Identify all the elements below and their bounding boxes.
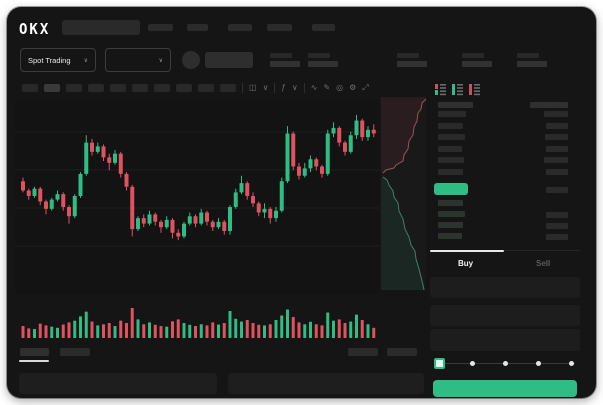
orderbook-header-price[interactable] — [438, 102, 473, 108]
buy-button[interactable] — [433, 380, 577, 397]
ask-row-amount[interactable] — [546, 169, 568, 175]
buy-tab-indicator — [430, 250, 504, 252]
ticker-stat — [308, 53, 338, 67]
tab-sell[interactable]: Sell — [536, 259, 551, 268]
timeframe-button[interactable] — [198, 84, 214, 92]
ask-row-price[interactable] — [438, 122, 463, 129]
buy-sell-tabs: Buy Sell — [430, 250, 580, 277]
bid-row-price[interactable] — [438, 211, 465, 217]
chevron-down-icon: ∨ — [83, 57, 88, 64]
candlestick-chart[interactable] — [15, 100, 379, 294]
price-field[interactable] — [430, 277, 580, 298]
nav-item[interactable] — [187, 24, 208, 31]
settings-icon[interactable]: ⚙ — [349, 83, 357, 92]
bottom-panel-left — [19, 373, 217, 394]
chevron-down-icon: ∨ — [158, 57, 163, 64]
nav-item[interactable] — [228, 24, 252, 31]
timeframe-button[interactable] — [66, 84, 82, 92]
timeframe-button[interactable] — [22, 84, 38, 92]
draw-icon[interactable]: ✎ — [323, 83, 331, 92]
tab-buy[interactable]: Buy — [458, 259, 474, 268]
depth-chart — [381, 97, 426, 290]
fullscreen-icon[interactable]: ⤢ — [362, 83, 369, 92]
indicators-icon[interactable]: ƒ — [281, 83, 286, 92]
search-input[interactable] — [62, 20, 140, 35]
line-tool-icon[interactable]: ∿ — [310, 83, 318, 92]
timeframe-button[interactable] — [154, 84, 170, 92]
amount-field[interactable] — [430, 305, 580, 326]
chart-bottom-tab-active[interactable] — [20, 348, 49, 356]
orderbook-header-amount[interactable] — [530, 102, 568, 108]
timeframe-button[interactable] — [220, 84, 236, 92]
bid-row-amount[interactable] — [546, 212, 568, 218]
chart-section: ◫ ∨ ƒ ∨ ∿ ✎ ◎ ⚙ ⤢ — [7, 76, 430, 398]
last-price-badge[interactable] — [434, 183, 468, 195]
ticker-stat — [517, 53, 547, 67]
ask-row-amount[interactable] — [546, 145, 568, 152]
market-type-selector[interactable]: Spot Trading ∨ — [20, 48, 96, 72]
bid-row-amount[interactable] — [546, 223, 568, 229]
slider-stop[interactable] — [470, 361, 475, 366]
pair-selector[interactable]: ∨ — [105, 48, 171, 72]
bid-row-amount[interactable] — [546, 187, 568, 193]
timeframe-button-active[interactable] — [44, 84, 60, 92]
camera-icon[interactable]: ◎ — [336, 83, 344, 92]
volume-chart — [21, 308, 376, 338]
chart-option-button[interactable] — [348, 348, 378, 356]
bid-row-price[interactable] — [438, 200, 463, 206]
chart-option-button[interactable] — [387, 348, 417, 356]
orderbook-view-asks-icon[interactable] — [468, 83, 481, 96]
ask-row-price[interactable] — [438, 157, 464, 164]
slider-stop[interactable] — [569, 361, 574, 366]
app-window: OKX Spot Trading ∨ ∨ ◫ ∨ — [7, 7, 596, 398]
orderbook-view-combined-icon[interactable] — [434, 83, 447, 96]
orderbook-view-bids-icon[interactable] — [451, 83, 464, 96]
chevron-down-icon[interactable]: ∨ — [291, 83, 298, 92]
timeframe-button[interactable] — [132, 84, 148, 92]
ask-row-price[interactable] — [438, 111, 466, 117]
pair-logo-icon[interactable] — [182, 51, 200, 69]
timeframe-button[interactable] — [176, 84, 192, 92]
timeframe-button[interactable] — [88, 84, 104, 92]
trade-panel: Buy Sell — [430, 76, 590, 398]
chart-style-icon[interactable]: ◫ — [249, 83, 257, 92]
nav-item[interactable] — [312, 24, 335, 31]
okx-logo[interactable]: OKX — [19, 21, 51, 39]
slider-handle[interactable] — [434, 358, 445, 369]
ticker-stat — [462, 53, 492, 67]
bid-row-amount[interactable] — [546, 234, 568, 240]
chart-toolbar: ◫ ∨ ƒ ∨ ∿ ✎ ◎ ⚙ ⤢ — [22, 82, 369, 94]
slider-stop[interactable] — [536, 361, 541, 366]
nav-item[interactable] — [267, 24, 292, 31]
ask-row-amount[interactable] — [544, 157, 568, 164]
chart-bottom-tab-indicator — [19, 360, 49, 362]
timeframe-button[interactable] — [110, 84, 126, 92]
bid-row-price[interactable] — [438, 222, 463, 228]
ask-row-price[interactable] — [438, 134, 465, 141]
bid-row-price[interactable] — [438, 233, 462, 239]
toolbar-divider — [274, 83, 276, 93]
nav-item[interactable] — [148, 24, 173, 31]
bottom-panel-right — [228, 373, 424, 394]
chart-bottom-tab[interactable] — [60, 348, 90, 356]
toolbar-divider — [242, 83, 243, 93]
ask-row-price[interactable] — [438, 169, 463, 175]
total-field[interactable] — [430, 329, 580, 351]
ask-row-amount[interactable] — [546, 122, 568, 129]
slider-stop[interactable] — [503, 361, 508, 366]
chevron-down-icon[interactable]: ∨ — [262, 83, 269, 92]
pair-name-skeleton — [205, 52, 253, 68]
ask-row-amount[interactable] — [545, 134, 568, 141]
amount-slider[interactable] — [434, 358, 577, 370]
ask-row-price[interactable] — [438, 145, 462, 152]
market-type-label: Spot Trading — [28, 55, 71, 65]
ask-row-amount[interactable] — [544, 111, 568, 117]
toolbar-divider — [303, 83, 305, 93]
orderbook — [430, 76, 580, 246]
ticker-stat — [270, 53, 300, 67]
ticker-stat — [397, 53, 427, 67]
